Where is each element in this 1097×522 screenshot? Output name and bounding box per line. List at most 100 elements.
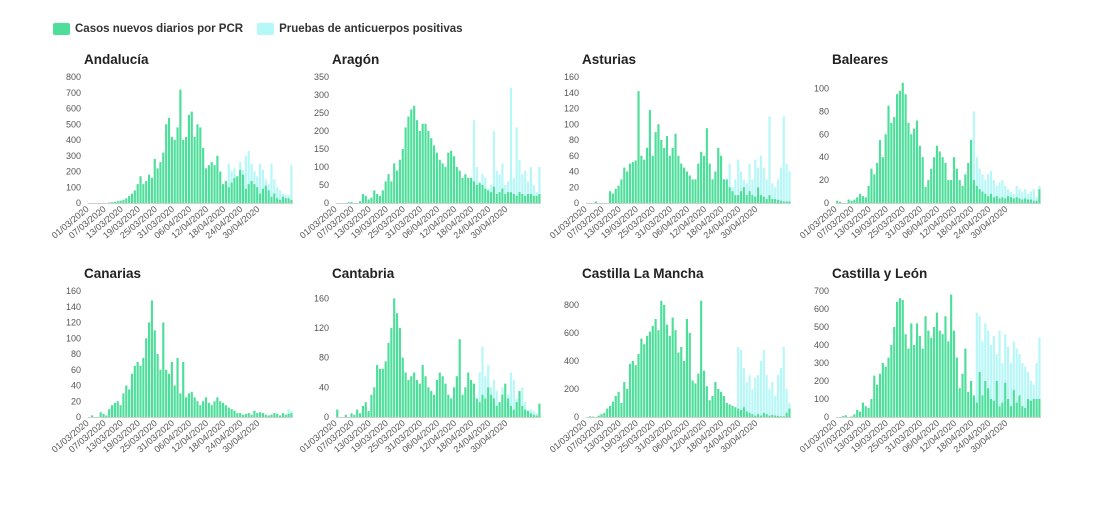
bar-pcr <box>890 345 893 417</box>
bar-pcr <box>893 117 896 203</box>
chart-title: Castilla La Mancha <box>582 266 704 281</box>
bar-pcr <box>975 185 978 203</box>
bar-pcr <box>259 412 262 417</box>
bar-pcr <box>484 398 487 417</box>
y-tick-label: 0 <box>76 198 81 208</box>
bar-pcr <box>785 412 788 417</box>
bar-pcr <box>182 361 185 417</box>
bar-pcr <box>691 380 694 417</box>
bar-pcr <box>259 193 262 203</box>
bar-pcr <box>873 375 876 417</box>
y-tick-label: 200 <box>314 126 329 136</box>
bar-antibodies <box>1007 346 1010 417</box>
bar-pcr <box>150 177 153 203</box>
bar-pcr <box>378 368 382 417</box>
legend-swatch-pcr <box>53 23 70 35</box>
bar-antibodies <box>521 387 524 417</box>
bar-pcr <box>278 415 282 417</box>
bar-pcr <box>688 333 691 417</box>
bar-pcr <box>239 169 242 203</box>
bar-pcr <box>1026 399 1030 417</box>
bar-pcr <box>924 316 927 417</box>
bar-pcr <box>91 415 94 417</box>
bar-antibodies <box>529 167 532 203</box>
bar-pcr <box>384 361 387 417</box>
bar-pcr <box>774 199 777 203</box>
bar-pcr <box>608 191 612 203</box>
y-tick-label: 40 <box>71 381 81 391</box>
bar-pcr <box>219 401 222 417</box>
bar-pcr <box>219 171 222 203</box>
bar-antibodies <box>754 377 757 417</box>
bar-antibodies <box>754 159 757 203</box>
bar-pcr <box>507 398 510 417</box>
bar-pcr <box>850 416 853 417</box>
bar-pcr <box>995 381 998 417</box>
legend-item-antibodies[interactable]: Pruebas de anticuerpos positivas <box>257 23 463 35</box>
bar-pcr <box>395 170 399 203</box>
bar-pcr <box>665 324 669 417</box>
bar-pcr <box>145 180 148 203</box>
bar-pcr <box>893 327 896 417</box>
bar-pcr <box>631 162 634 203</box>
bar-antibodies <box>776 375 780 417</box>
bar-pcr <box>677 155 680 203</box>
bar-pcr <box>185 397 188 417</box>
bar-antibodies <box>227 163 230 203</box>
bar-pcr <box>643 344 646 417</box>
bar-antibodies <box>526 181 530 203</box>
y-tick-label: 0 <box>824 412 829 422</box>
y-tick-label: 140 <box>66 302 81 312</box>
y-tick-label: 120 <box>564 104 579 114</box>
bar-pcr <box>210 405 213 417</box>
bar-antibodies <box>995 185 998 203</box>
bar-antibodies <box>737 159 740 203</box>
bar-pcr <box>748 191 751 203</box>
bar-pcr <box>705 128 708 203</box>
bar-pcr <box>989 399 993 417</box>
bar-pcr <box>611 401 614 417</box>
bar-pcr <box>390 181 393 203</box>
bar-antibodies <box>524 170 527 203</box>
bar-pcr <box>984 193 987 203</box>
bar-pcr <box>970 140 973 203</box>
y-tick-label: 60 <box>819 129 829 139</box>
bar-pcr <box>256 413 259 417</box>
y-tick-label: 150 <box>314 144 329 154</box>
bar-pcr <box>683 167 686 203</box>
bar-pcr <box>509 192 513 203</box>
bar-antibodies <box>771 382 774 417</box>
bar-pcr <box>680 347 683 417</box>
bar-pcr <box>153 158 156 203</box>
bar-pcr <box>413 372 416 417</box>
bar-pcr <box>461 394 464 417</box>
bar-pcr <box>864 406 867 417</box>
bar-pcr <box>1032 399 1035 417</box>
bar-antibodies <box>1026 372 1030 417</box>
bar-pcr <box>620 179 623 203</box>
bar-pcr <box>734 407 737 417</box>
bar-pcr <box>455 167 458 203</box>
bar-pcr <box>984 381 987 417</box>
bar-pcr <box>199 405 202 417</box>
bar-pcr <box>142 184 145 203</box>
legend-item-pcr[interactable]: Casos nuevos diarios por PCR <box>53 23 243 35</box>
bar-antibodies <box>978 316 981 417</box>
bar-pcr <box>731 191 734 203</box>
bar-antibodies <box>492 131 495 203</box>
bar-pcr <box>594 201 597 203</box>
bar-pcr <box>671 147 674 203</box>
y-tick-label: 200 <box>814 376 829 386</box>
bar-pcr <box>165 124 168 203</box>
bar-pcr <box>765 199 768 203</box>
bar-pcr <box>978 372 981 417</box>
bar-pcr <box>941 157 944 203</box>
bar-pcr <box>708 400 711 417</box>
bar-pcr <box>467 372 470 417</box>
bar-pcr <box>404 372 407 417</box>
bar-pcr <box>631 361 634 417</box>
bar-pcr <box>878 140 882 203</box>
bar-antibodies <box>981 341 984 417</box>
bar-pcr <box>1035 200 1038 203</box>
bar-pcr <box>861 196 864 203</box>
